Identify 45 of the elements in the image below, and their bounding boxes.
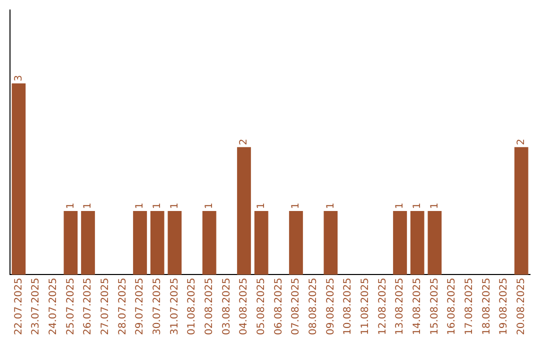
x-tick-label: 14.08.2025: [412, 278, 423, 336]
x-tick-label: 13.08.2025: [394, 278, 406, 336]
x-tick-label: 06.08.2025: [273, 278, 284, 336]
x-tick-label: 26.07.2025: [82, 278, 94, 336]
x-tick-label: 20.08.2025: [516, 278, 527, 336]
x-tick-label: 07.08.2025: [290, 278, 302, 336]
x-tick-label: 28.07.2025: [117, 278, 128, 336]
x-tick-label: 01.08.2025: [186, 278, 198, 336]
data-label: 1: [152, 202, 163, 209]
x-tick-label: 19.08.2025: [498, 278, 510, 336]
x-tick-label: 11.08.2025: [360, 278, 371, 336]
data-label: 1: [429, 202, 440, 209]
data-label: 1: [256, 202, 267, 209]
x-tick-label: 30.07.2025: [152, 278, 163, 336]
data-label: 1: [325, 202, 336, 209]
x-tick-label: 22.07.2025: [13, 278, 24, 336]
x-tick-label: 29.07.2025: [134, 278, 146, 336]
data-label: 1: [82, 202, 94, 209]
x-tick-label: 12.08.2025: [377, 278, 388, 336]
x-tick-label: 27.07.2025: [100, 278, 111, 336]
x-tick-label: 09.08.2025: [325, 278, 336, 336]
data-label: 1: [394, 202, 406, 209]
x-tick-label: 18.08.2025: [481, 278, 492, 336]
x-tick-label: 03.08.2025: [221, 278, 232, 336]
data-label: 1: [169, 202, 180, 209]
data-label: 1: [204, 202, 215, 209]
x-tick-label: 08.08.2025: [308, 278, 319, 336]
data-label: 1: [412, 202, 423, 209]
x-tick-label: 17.08.2025: [464, 278, 475, 336]
x-tick-label: 05.08.2025: [256, 278, 267, 336]
data-label: 2: [516, 138, 527, 146]
data-label: 1: [65, 202, 76, 209]
x-tick-label: 31.07.2025: [169, 278, 180, 336]
x-tick-label: 04.08.2025: [238, 278, 250, 336]
x-tick-label: 16.08.2025: [446, 278, 458, 336]
x-tick-label: 15.08.2025: [429, 278, 440, 336]
data-label: 2: [238, 138, 250, 146]
data-label: 1: [290, 202, 302, 209]
x-tick-label: 24.07.2025: [48, 278, 59, 336]
data-label: 3: [13, 74, 24, 82]
x-tick-label: 23.07.2025: [30, 278, 42, 336]
x-tick-label: 25.07.2025: [65, 278, 76, 336]
data-label: 1: [134, 202, 146, 209]
x-tick-label: 10.08.2025: [342, 278, 354, 336]
x-tick-label: 02.08.2025: [204, 278, 215, 336]
